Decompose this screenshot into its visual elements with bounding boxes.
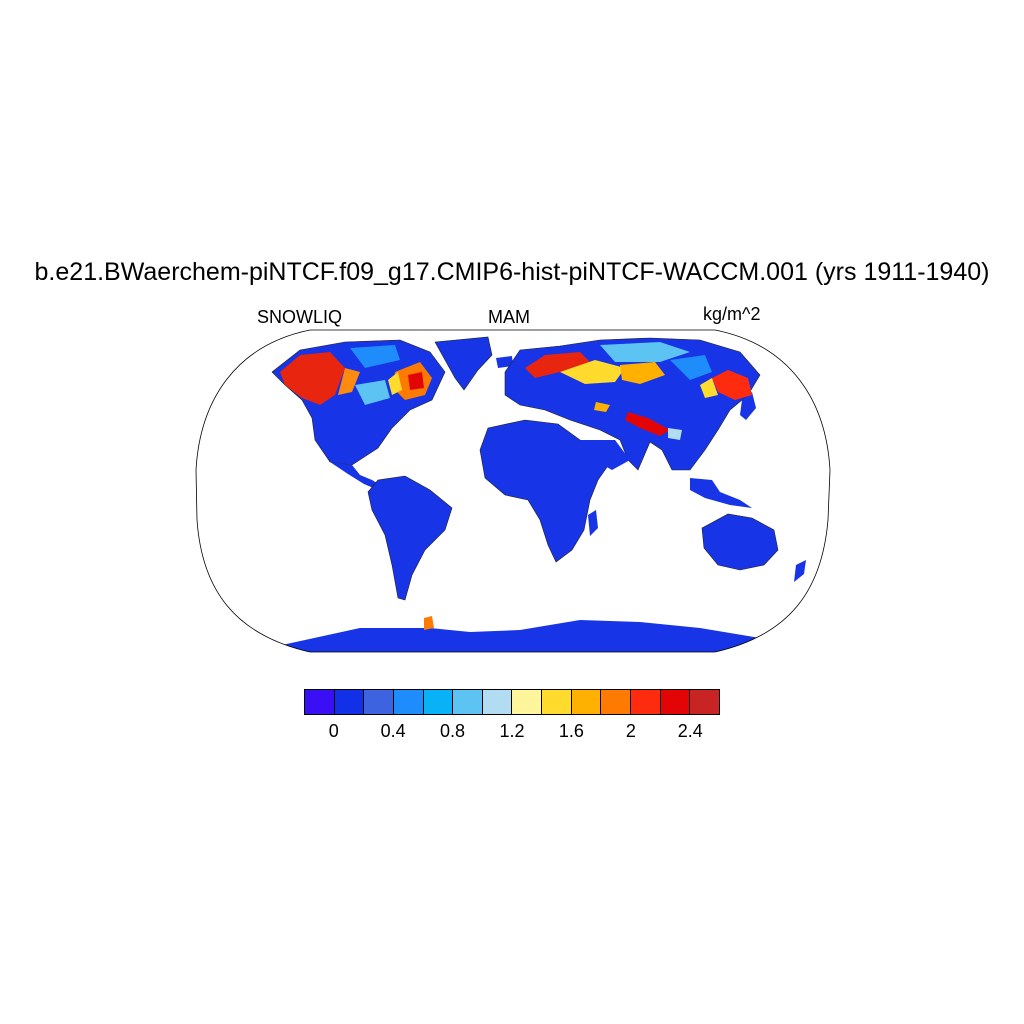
snow-na-yellow (388, 372, 402, 395)
snow-eu-band (525, 352, 590, 378)
plot-title: b.e21.BWaerchem-piNTCF.f09_g17.CMIP6-his… (34, 258, 990, 286)
colorbar-tick-label: 2.4 (677, 721, 703, 741)
colorbar-tick-label: 0 (328, 721, 339, 741)
colorbar-tick-label: 1.2 (499, 721, 525, 741)
season-label: MAM (488, 307, 530, 327)
greenland (434, 336, 493, 391)
colorbar-swatch (304, 689, 335, 715)
colorbar-swatch (363, 689, 394, 715)
colorbar (304, 689, 720, 715)
arabia (580, 440, 630, 470)
colorbar-swatch (659, 689, 691, 715)
colorbar-swatch (689, 689, 720, 715)
snow-himalaya-light (668, 428, 682, 440)
colorbar-swatch (422, 689, 454, 715)
snow-siberia (600, 342, 690, 362)
colorbar-tick-label: 0.4 (380, 721, 406, 741)
colorbar-swatch (570, 689, 602, 715)
new-zealand (794, 560, 806, 582)
variable-label: SNOWLIQ (257, 307, 343, 327)
snow-na-east-core (408, 372, 424, 390)
snow-far-east-yellow (700, 378, 718, 398)
snow-eu-band-yellow (560, 360, 625, 384)
colorbar-tick-label: 2 (625, 721, 636, 741)
snow-na-mid (338, 368, 360, 395)
madagascar (588, 510, 598, 536)
australia (701, 513, 779, 571)
snow-andes (424, 616, 434, 630)
colorbar-tick-label: 1.6 (558, 721, 584, 741)
iceland (496, 356, 513, 368)
snow-siberia-sky (670, 355, 712, 380)
units-label: kg/m^2 (703, 304, 761, 324)
colorbar-swatch (511, 689, 543, 715)
colorbar-swatch (333, 689, 365, 715)
colorbar-swatch (630, 689, 661, 715)
japan (740, 392, 756, 420)
colorbar-swatch (481, 689, 513, 715)
snow-far-east (712, 370, 752, 400)
snow-eu-band-orange (620, 362, 665, 384)
central-america (330, 462, 382, 490)
south-america (367, 475, 453, 601)
sea-islands (690, 478, 752, 508)
snow-himalaya (625, 412, 670, 436)
antarctica (250, 620, 800, 652)
colorbar-swatch (600, 689, 632, 715)
colorbar-swatch (541, 689, 572, 715)
snow-na-light (355, 380, 390, 405)
globe-outline (195, 329, 831, 653)
colorbar-swatch (392, 689, 424, 715)
colorbar-tick-label: 0.8 (440, 721, 466, 741)
snow-caucasus (594, 402, 610, 412)
africa (479, 419, 613, 563)
colorbar-swatch (452, 689, 483, 715)
snow-na-sky (350, 345, 400, 368)
snow-na-high (280, 352, 345, 405)
